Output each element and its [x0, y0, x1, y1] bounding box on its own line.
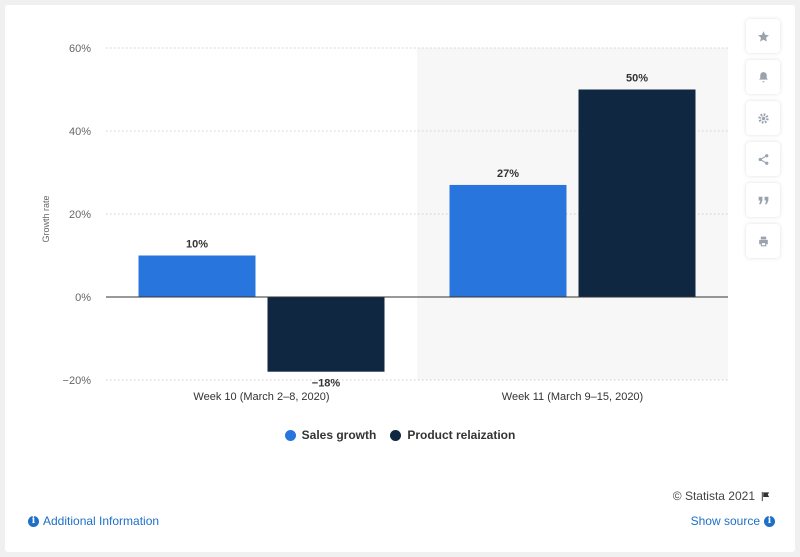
bell-icon [758, 71, 768, 82]
y-tick-label: −20% [63, 375, 92, 387]
bars-layer [138, 89, 696, 372]
legend: Sales growth Product relaization [5, 428, 795, 442]
print-icon [758, 236, 768, 246]
legend-label: Product relaization [407, 428, 516, 442]
category-label: Week 11 (March 9–15, 2020) [502, 391, 643, 403]
chart-card: 60% 40% 20% 0% −20% 10% −18% 27% 50% Week 10 (M… [5, 5, 795, 552]
share-icon [758, 153, 768, 165]
notification-button[interactable] [746, 60, 780, 94]
bar [267, 297, 385, 372]
toolbar [746, 19, 780, 265]
y-axis-title: Growth rate [41, 195, 51, 242]
y-tick-label: 40% [69, 126, 91, 138]
flag-icon [761, 491, 770, 501]
gear-icon [757, 112, 769, 124]
bar [449, 184, 567, 297]
additional-information-label: Additional Information [43, 514, 160, 528]
y-tick-labels-layer: 60% 40% 20% 0% −20% [63, 43, 92, 387]
legend-swatch-product-relaization [390, 429, 402, 441]
additional-information-link[interactable]: i Additional Information [28, 514, 159, 528]
legend-swatch-sales-growth [284, 429, 296, 441]
y-tick-label: 0% [75, 292, 91, 304]
y-tick-label: 20% [69, 209, 91, 221]
star-icon [757, 30, 769, 42]
share-button[interactable] [746, 142, 780, 176]
category-label: Week 10 (March 2–8, 2020) [193, 391, 329, 403]
quote-icon [758, 196, 768, 204]
credit-text: © Statista 2021 [672, 489, 755, 503]
data-label: 50% [626, 73, 648, 85]
favorite-button[interactable] [746, 19, 780, 53]
legend-label: Sales growth [301, 428, 377, 442]
show-source-link[interactable]: Show source i [691, 514, 775, 528]
cite-button[interactable] [746, 183, 780, 217]
print-button[interactable] [746, 224, 780, 258]
settings-button[interactable] [746, 101, 780, 135]
legend-item-sales-growth[interactable]: Sales growth [284, 428, 377, 442]
category-labels-layer: Week 10 (March 2–8, 2020) Week 11 (March … [193, 391, 643, 403]
show-source-label: Show source [690, 514, 760, 528]
bar [138, 255, 256, 297]
chart: 60% 40% 20% 0% −20% 10% −18% 27% 50% Week 10 (M… [41, 43, 728, 403]
y-tick-label: 60% [69, 43, 91, 55]
data-labels-layer: 10% −18% 27% 50% [186, 73, 648, 390]
bar [578, 89, 696, 297]
data-label: 10% [186, 239, 208, 251]
data-label: −18% [312, 378, 341, 390]
info-icon: i [764, 515, 775, 527]
legend-item-product-relaization[interactable]: Product relaization [390, 428, 515, 442]
data-label: 27% [497, 168, 519, 180]
info-icon: i [28, 515, 39, 527]
statista-credit: © Statista 2021 [673, 489, 771, 503]
